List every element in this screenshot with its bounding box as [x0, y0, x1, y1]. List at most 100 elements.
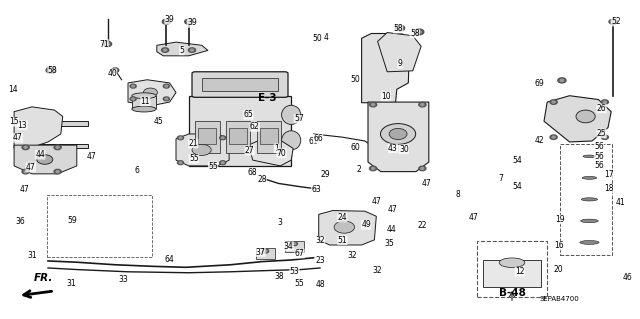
Ellipse shape — [164, 49, 166, 51]
Ellipse shape — [49, 69, 54, 71]
Text: 55: 55 — [294, 279, 305, 288]
Bar — [47, 195, 152, 257]
Text: 32: 32 — [348, 251, 358, 260]
Ellipse shape — [179, 162, 182, 164]
Text: 44: 44 — [35, 150, 45, 159]
Text: 49: 49 — [361, 220, 371, 229]
Text: 56: 56 — [594, 152, 604, 161]
Polygon shape — [157, 42, 208, 56]
Polygon shape — [368, 102, 429, 172]
Ellipse shape — [191, 49, 193, 51]
Text: 13: 13 — [17, 121, 28, 130]
Polygon shape — [176, 134, 229, 166]
Ellipse shape — [372, 104, 374, 106]
Ellipse shape — [369, 102, 377, 107]
Ellipse shape — [56, 171, 59, 173]
Bar — [256, 248, 275, 259]
Ellipse shape — [220, 161, 226, 165]
Ellipse shape — [398, 27, 402, 29]
Bar — [132, 96, 156, 108]
Polygon shape — [128, 80, 176, 106]
Ellipse shape — [164, 20, 168, 23]
Text: 65: 65 — [243, 110, 253, 119]
Ellipse shape — [601, 100, 609, 104]
Ellipse shape — [576, 110, 595, 123]
Ellipse shape — [604, 101, 606, 103]
Text: 26: 26 — [596, 104, 607, 113]
Text: 66: 66 — [313, 134, 323, 143]
Polygon shape — [544, 96, 611, 142]
Text: 17: 17 — [604, 170, 614, 179]
Bar — [198, 128, 216, 144]
Ellipse shape — [185, 19, 193, 24]
Text: 14: 14 — [8, 85, 18, 94]
Text: 21: 21 — [189, 139, 198, 148]
Bar — [24, 121, 88, 126]
Ellipse shape — [421, 167, 424, 169]
Text: 18: 18 — [605, 184, 614, 193]
Ellipse shape — [262, 249, 269, 253]
Ellipse shape — [552, 136, 555, 138]
Ellipse shape — [419, 166, 426, 171]
Text: 68: 68 — [248, 168, 258, 177]
Text: 19: 19 — [555, 215, 565, 224]
Ellipse shape — [192, 144, 211, 155]
Text: 50: 50 — [312, 34, 322, 43]
Ellipse shape — [177, 136, 184, 140]
Ellipse shape — [291, 242, 298, 246]
Text: 54: 54 — [512, 156, 522, 165]
Bar — [195, 121, 220, 153]
Ellipse shape — [560, 79, 564, 82]
Ellipse shape — [24, 146, 27, 148]
Ellipse shape — [582, 198, 598, 201]
Text: 63: 63 — [311, 185, 321, 194]
Text: SEPAB4700: SEPAB4700 — [540, 296, 579, 302]
Text: 51: 51 — [337, 236, 348, 245]
Bar — [229, 128, 247, 144]
Bar — [24, 144, 88, 148]
Ellipse shape — [221, 162, 224, 164]
Ellipse shape — [380, 124, 416, 145]
Polygon shape — [362, 33, 410, 103]
Ellipse shape — [54, 169, 61, 174]
Text: 44: 44 — [387, 225, 397, 234]
Ellipse shape — [163, 84, 170, 88]
Ellipse shape — [46, 67, 56, 73]
Ellipse shape — [604, 136, 606, 138]
Text: 37: 37 — [255, 248, 266, 256]
Ellipse shape — [24, 171, 27, 173]
Text: 67: 67 — [294, 249, 305, 258]
Ellipse shape — [161, 48, 169, 52]
Ellipse shape — [611, 20, 615, 23]
Text: 56: 56 — [594, 142, 604, 151]
Ellipse shape — [130, 84, 136, 88]
Ellipse shape — [396, 25, 404, 31]
Text: 16: 16 — [554, 241, 564, 250]
Ellipse shape — [552, 101, 555, 103]
Text: 47: 47 — [19, 185, 29, 194]
Text: 8: 8 — [456, 190, 461, 199]
Ellipse shape — [221, 137, 224, 139]
Text: 47: 47 — [371, 197, 381, 206]
Text: 20: 20 — [554, 265, 564, 274]
Ellipse shape — [143, 88, 157, 97]
Ellipse shape — [558, 78, 566, 83]
Ellipse shape — [132, 106, 156, 112]
Ellipse shape — [282, 131, 301, 150]
Ellipse shape — [37, 155, 53, 164]
Bar — [560, 144, 612, 255]
Ellipse shape — [130, 97, 136, 101]
Text: 55: 55 — [208, 162, 218, 171]
Text: 40: 40 — [107, 69, 117, 78]
Text: 39: 39 — [187, 19, 197, 27]
Text: E-3: E-3 — [257, 93, 276, 103]
Text: 3: 3 — [277, 218, 282, 227]
Text: 12: 12 — [515, 267, 524, 276]
Text: 6: 6 — [134, 166, 140, 174]
Ellipse shape — [111, 68, 119, 72]
Text: 10: 10 — [381, 92, 391, 101]
Ellipse shape — [114, 69, 116, 71]
Text: 55: 55 — [189, 154, 199, 163]
Ellipse shape — [187, 20, 191, 23]
Text: 47: 47 — [26, 163, 36, 172]
